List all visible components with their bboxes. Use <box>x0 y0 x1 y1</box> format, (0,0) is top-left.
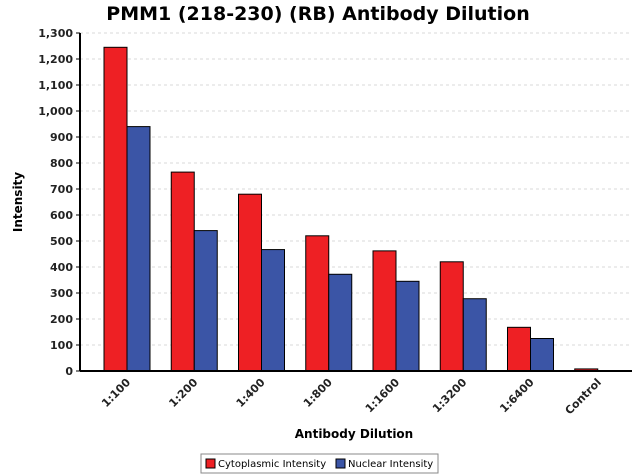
legend-box <box>200 453 439 474</box>
y-tick-label: 1,200 <box>38 53 73 66</box>
y-tick-label: 1,000 <box>38 105 73 118</box>
bar-cytoplasmic <box>305 235 330 372</box>
y-tick-label: 400 <box>50 261 73 274</box>
bar-nuclear <box>395 280 420 372</box>
bar-cytoplasmic <box>439 261 464 372</box>
y-tick-label: 900 <box>50 131 73 144</box>
legend-label-nuclear: Nuclear Intensity <box>348 459 433 470</box>
y-tick-label: 100 <box>50 339 73 352</box>
x-axis-label: Antibody Dilution <box>295 427 413 441</box>
bar-cytoplasmic <box>372 250 397 372</box>
legend-swatch-cytoplasmic <box>205 458 216 469</box>
y-tick-label: 0 <box>65 365 73 378</box>
bar-nuclear <box>261 249 285 372</box>
y-tick-label: 700 <box>50 183 73 196</box>
bar-cytoplasmic <box>238 193 262 372</box>
y-tick-label: 200 <box>50 313 73 326</box>
chart-title: PMM1 (218-230) (RB) Antibody Dilution <box>106 3 529 25</box>
y-axis-ticks: 0 100 200 300 400 500 600 700 800 900 1,000 1,100 1,… <box>38 27 80 378</box>
y-tick-label: 1,100 <box>38 79 73 92</box>
legend-label-cytoplasmic: Cytoplasmic Intensity <box>218 459 326 470</box>
legend: Cytoplasmic Intensity Nuclear Intensity <box>200 453 439 474</box>
x-tick-label: 1:1600 <box>363 376 403 416</box>
bar-nuclear <box>462 298 487 372</box>
bar-cytoplasmic <box>507 326 531 372</box>
bar-nuclear <box>328 273 353 372</box>
legend-swatch-nuclear <box>335 458 346 469</box>
x-tick-label: 1:800 <box>301 376 335 410</box>
x-tick-label: 1:200 <box>166 376 200 410</box>
grid-lines <box>80 32 632 346</box>
x-tick-label: 1:400 <box>234 376 268 410</box>
y-tick-label: 1,300 <box>38 27 73 40</box>
x-tick-label: 1:3200 <box>430 376 470 416</box>
y-tick-label: 800 <box>50 157 73 170</box>
bars <box>103 46 599 372</box>
bar-cytoplasmic <box>103 46 128 372</box>
y-axis-label: Intensity <box>11 172 25 232</box>
y-tick-label: 500 <box>50 235 73 248</box>
bar-nuclear <box>193 230 218 372</box>
y-tick-label: 600 <box>50 209 73 222</box>
x-tick-label: 1:100 <box>99 376 133 410</box>
bar-nuclear <box>530 338 554 372</box>
x-tick-label: 1:6400 <box>497 376 537 416</box>
x-tick-label: Control <box>563 376 604 417</box>
bar-nuclear <box>126 126 151 372</box>
y-tick-label: 300 <box>50 287 73 300</box>
bar-cytoplasmic <box>170 171 195 372</box>
x-axis-ticks: 1:100 1:200 1:400 1:800 1:1600 1:3200 1:6400 Co… <box>99 376 604 418</box>
